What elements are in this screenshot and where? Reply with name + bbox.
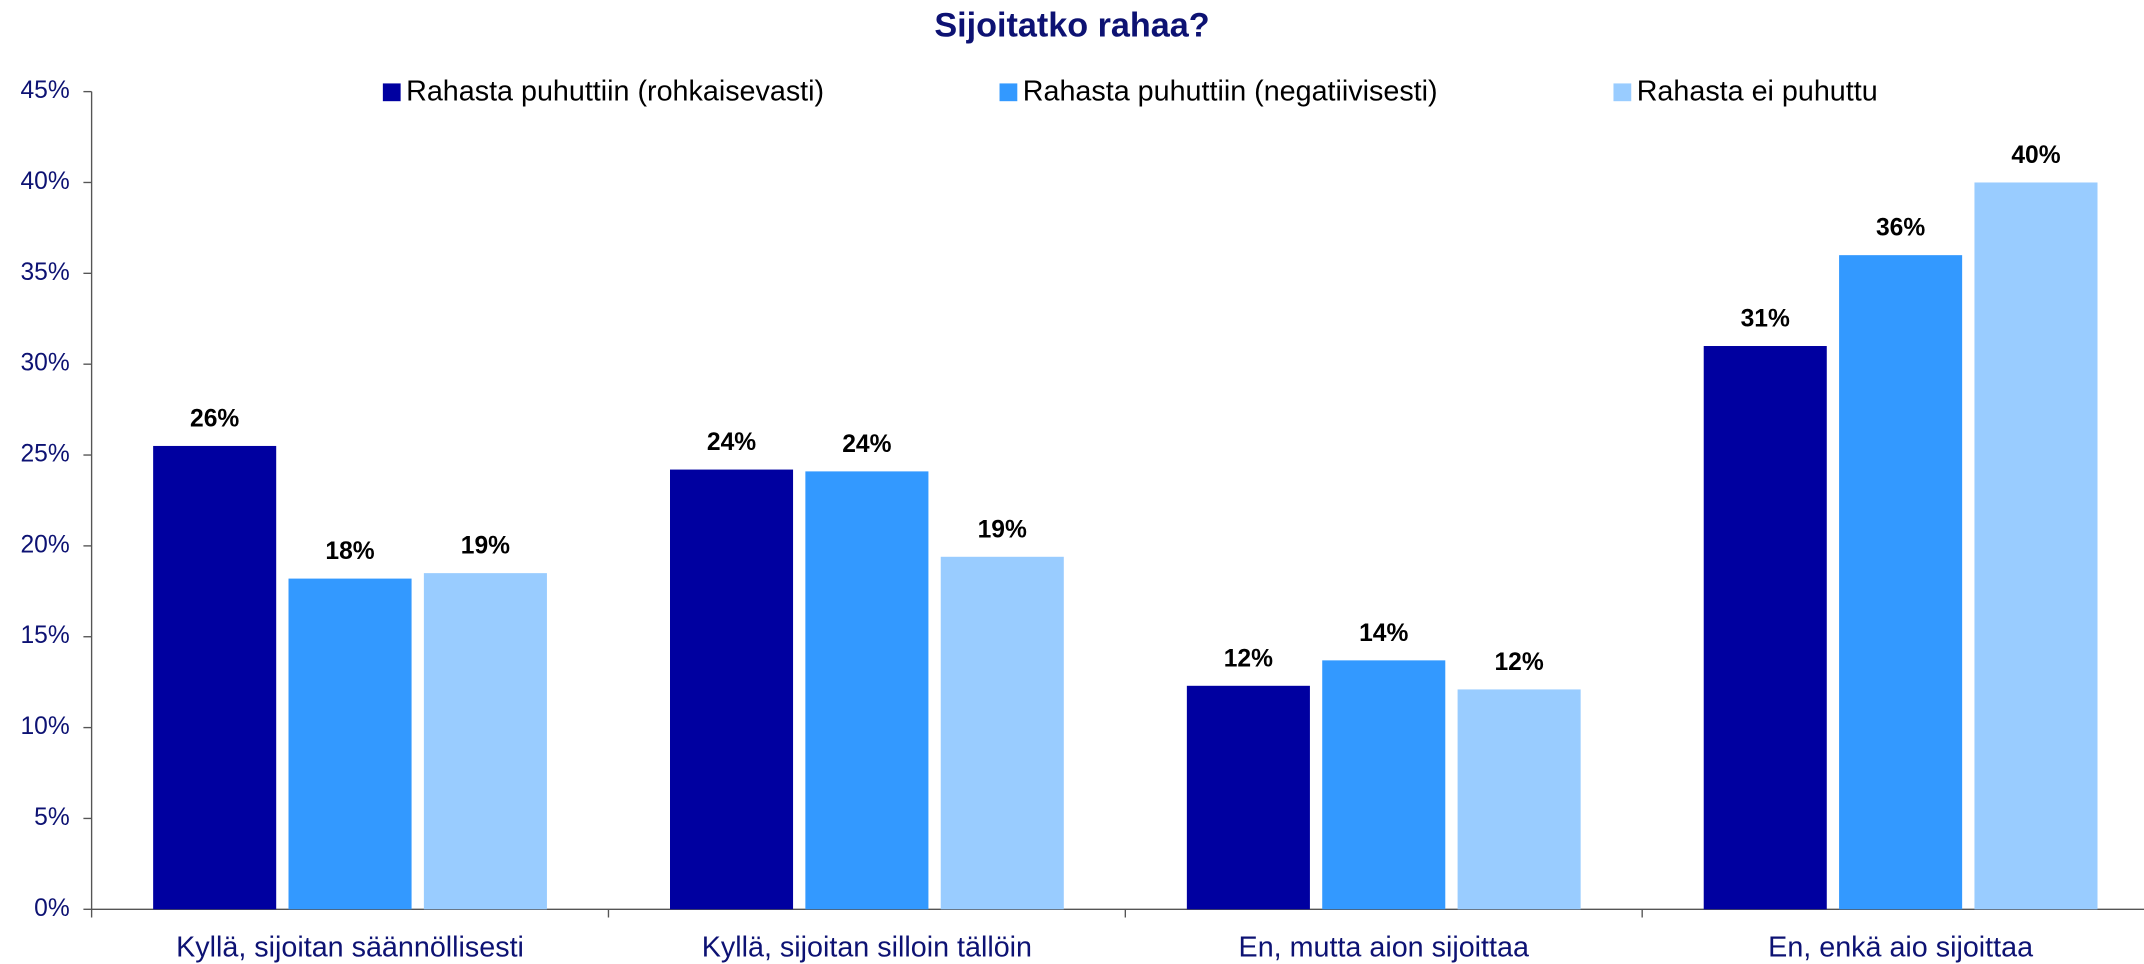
value-label: 24% (842, 431, 891, 458)
bar (1186, 685, 1310, 910)
value-label: 18% (325, 538, 374, 565)
x-tick-label: Kyllä, sijoitan silloin tällöin (702, 932, 1032, 964)
value-label: 12% (1494, 649, 1543, 676)
bar (670, 469, 794, 910)
value-label: 26% (190, 405, 239, 432)
value-label: 19% (978, 516, 1027, 543)
value-label: 24% (707, 429, 756, 456)
legend-label: Rahasta ei puhuttu (1637, 76, 1878, 108)
value-label: 36% (1876, 215, 1925, 242)
legend-label: Rahasta puhuttiin (rohkaisevasti) (406, 76, 824, 108)
bar (1974, 182, 2098, 910)
legend-swatch (1613, 83, 1632, 102)
bar (1839, 255, 1963, 910)
y-tick-label: 20% (20, 531, 69, 558)
x-tick-label: En, enkä aio sijoittaa (1768, 932, 2033, 964)
y-tick-label: 25% (20, 441, 69, 468)
y-tick-label: 10% (20, 713, 69, 740)
value-label: 14% (1359, 620, 1408, 647)
x-tick-label: Kyllä, sijoitan säännöllisesti (176, 932, 524, 964)
value-label: 40% (2011, 142, 2060, 169)
y-tick-label: 45% (20, 77, 69, 104)
y-tick-label: 0% (34, 895, 70, 922)
bar (1457, 689, 1581, 910)
bar (940, 556, 1064, 910)
bar (153, 445, 277, 910)
value-label: 12% (1224, 645, 1273, 672)
x-tick-label: En, mutta aion sijoittaa (1239, 932, 1529, 964)
bar (288, 578, 412, 910)
y-tick-label: 40% (20, 168, 69, 195)
legend-swatch (382, 83, 401, 102)
y-tick-label: 30% (20, 350, 69, 377)
bar (1703, 346, 1827, 910)
bar (1322, 660, 1446, 910)
chart-title: Sijoitatko rahaa? (934, 6, 1209, 44)
legend-label: Rahasta puhuttiin (negatiivisesti) (1023, 76, 1438, 108)
value-label: 31% (1741, 306, 1790, 333)
bar (423, 573, 547, 910)
bar (805, 471, 929, 910)
value-label: 19% (461, 533, 510, 560)
y-tick-label: 35% (20, 259, 69, 286)
legend-swatch (999, 83, 1018, 102)
y-tick-label: 5% (34, 804, 70, 831)
y-tick-label: 15% (20, 622, 69, 649)
